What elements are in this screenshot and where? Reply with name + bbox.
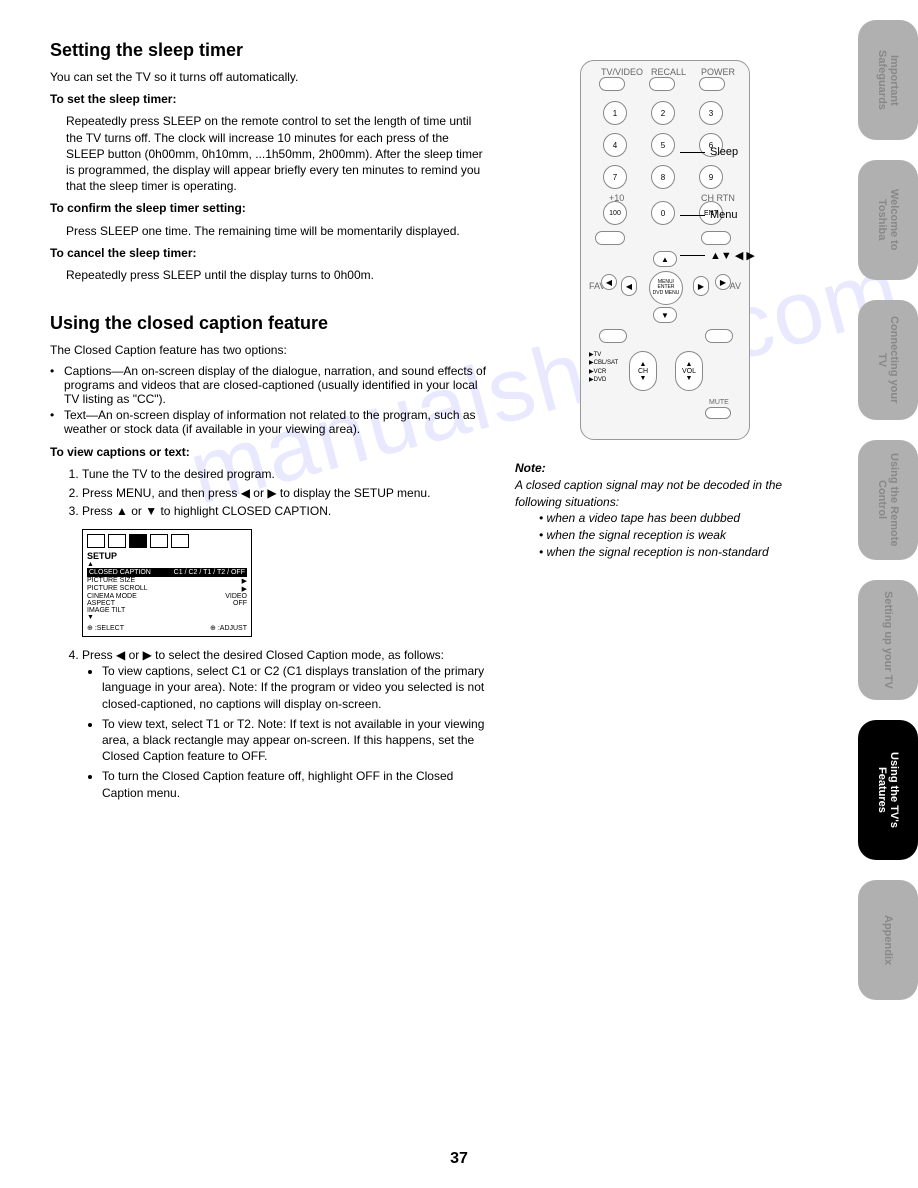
step1: Tune the TV to the desired program. — [82, 466, 490, 482]
tab-setup[interactable]: Setting up your TV — [858, 580, 918, 700]
s1-sub1-body: Repeatedly press SLEEP on the remote con… — [66, 113, 490, 194]
section-tabs: Important Safeguards Welcome to Toshiba … — [858, 20, 918, 1000]
step4: Press ◀ or ▶ to select the desired Close… — [82, 647, 490, 801]
tab-welcome[interactable]: Welcome to Toshiba — [858, 160, 918, 280]
setup-menu-screenshot: SETUP ▲ CLOSED CAPTIONC1 / C2 / T1 / T2 … — [82, 529, 252, 637]
section1-intro: You can set the TV so it turns off autom… — [50, 69, 490, 85]
tab-appendix[interactable]: Appendix — [858, 880, 918, 1000]
step4-sb2: To view text, select T1 or T2. Note: If … — [102, 716, 490, 765]
tab-remote[interactable]: Using the Remote Control — [858, 440, 918, 560]
note-box: Note: A closed caption signal may not be… — [515, 460, 815, 561]
section1-title: Setting the sleep timer — [50, 40, 490, 61]
step2: Press MENU, and then press ◀ or ▶ to dis… — [82, 485, 490, 501]
view-title: To view captions or text: — [50, 444, 490, 460]
tab-safeguards[interactable]: Important Safeguards — [858, 20, 918, 140]
left-column: Setting the sleep timer You can set the … — [50, 40, 490, 805]
step4-sb3: To turn the Closed Caption feature off, … — [102, 768, 490, 800]
annot-menu: Menu — [710, 209, 738, 221]
s1-sub3-title: To cancel the sleep timer: — [50, 245, 490, 261]
right-column: TV/VIDEO RECALL POWER 1 2 3 4 5 6 7 8 9 … — [515, 40, 815, 805]
s2-bullet2: •Text—An on-screen display of informatio… — [50, 408, 490, 436]
s2-bullet1: •Captions—An on-screen display of the di… — [50, 364, 490, 406]
section2-title: Using the closed caption feature — [50, 313, 490, 334]
s1-sub2-body: Press SLEEP one time. The remaining time… — [66, 223, 490, 239]
tab-connecting[interactable]: Connecting your TV — [858, 300, 918, 420]
s1-sub3-body: Repeatedly press SLEEP until the display… — [66, 267, 490, 283]
step4-sb1: To view captions, select C1 or C2 (C1 di… — [102, 663, 490, 712]
tab-features[interactable]: Using the TV's Features — [858, 720, 918, 860]
page-number: 37 — [450, 1150, 468, 1168]
note-title: Note: — [515, 460, 815, 477]
section2-intro: The Closed Caption feature has two optio… — [50, 342, 490, 358]
s1-sub1-title: To set the sleep timer: — [50, 91, 490, 107]
annot-sleep: Sleep — [710, 146, 738, 158]
note-intro: A closed caption signal may not be decod… — [515, 477, 815, 511]
step3: Press ▲ or ▼ to highlight CLOSED CAPTION… — [82, 503, 490, 519]
annot-arrows: ▲▼ ◀ ▶ — [710, 249, 755, 262]
s1-sub2-title: To confirm the sleep timer setting: — [50, 200, 490, 216]
